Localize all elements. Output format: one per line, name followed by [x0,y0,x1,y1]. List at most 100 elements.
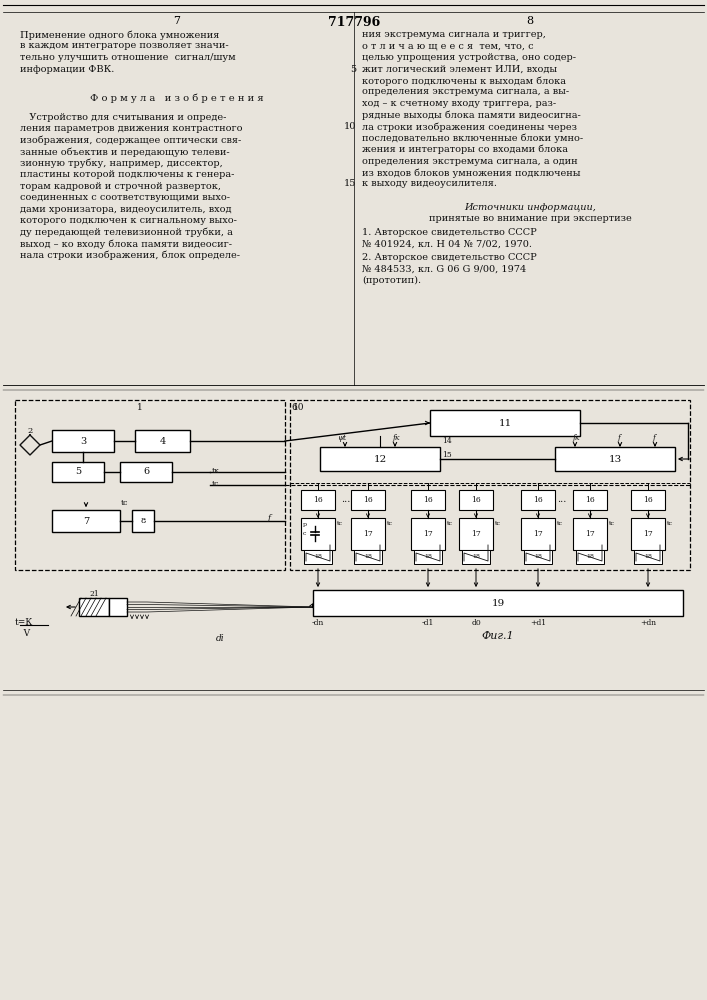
Text: 5: 5 [350,64,356,74]
Text: 18: 18 [364,554,372,560]
Bar [576,550,604,564]
Bar [631,518,665,550]
Text: 7: 7 [83,516,89,526]
Text: 8: 8 [527,16,534,26]
Text: 18: 18 [472,554,480,560]
Text: 19: 19 [491,598,505,607]
Text: 17: 17 [363,530,373,538]
Bar [631,490,665,510]
Text: 18: 18 [314,554,322,560]
Text: которого подключены к выходам блока: которого подключены к выходам блока [362,76,566,86]
Bar [304,550,332,564]
Text: 8: 8 [140,517,146,525]
Text: Устройство для считывания и опреде-: Устройство для считывания и опреде- [20,113,226,122]
Bar [521,518,555,550]
Text: 2. Авторское свидетельство СССР: 2. Авторское свидетельство СССР [362,253,537,262]
Bar [411,490,445,510]
Text: 5: 5 [75,468,81,477]
Text: рядные выходы блока памяти видеосигна-: рядные выходы блока памяти видеосигна- [362,110,580,120]
Text: 17: 17 [471,530,481,538]
Text: 14: 14 [442,437,452,445]
Text: зионную трубку, например, диссектор,: зионную трубку, например, диссектор, [20,159,223,168]
Text: 15: 15 [344,180,356,188]
Text: +dn: +dn [640,619,656,627]
Text: целью упрощения устройства, оно содер-: целью упрощения устройства, оно содер- [362,53,576,62]
Text: 17: 17 [585,530,595,538]
Bar [79,598,109,616]
Text: информации ФВК.: информации ФВК. [20,64,115,74]
Text: 17: 17 [643,530,653,538]
Text: 7: 7 [173,16,180,26]
Text: ...: ... [341,495,351,504]
Text: tc: tc [609,521,615,526]
Text: ψt: ψt [337,434,346,442]
Text: жения и интеграторы со входами блока: жения и интеграторы со входами блока [362,145,568,154]
Text: 2: 2 [28,427,33,435]
Text: выход – ко входу блока памяти видеосиг-: выход – ко входу блока памяти видеосиг- [20,239,232,249]
Bar [351,518,385,550]
Text: из входов блоков умножения подключены: из входов блоков умножения подключены [362,168,580,178]
Bar [135,430,190,452]
Text: 4: 4 [159,436,165,446]
Text: d0: d0 [471,619,481,627]
Text: определения экстремума сигнала, а вы-: определения экстремума сигнала, а вы- [362,88,569,97]
Text: 16: 16 [471,496,481,504]
Text: tc: tc [557,521,563,526]
Bar [573,518,607,550]
Bar [351,490,385,510]
Text: tc: tc [337,521,343,526]
Text: 18: 18 [424,554,432,560]
Text: +d1: +d1 [530,619,546,627]
Bar [634,550,662,564]
Text: р: р [303,522,307,527]
Text: ния экстремума сигнала и триггер,: ния экстремума сигнала и триггер, [362,30,546,39]
Text: tк: tк [212,467,220,475]
Bar [555,447,675,471]
Text: V: V [15,629,30,638]
Text: 6: 6 [291,403,297,412]
Text: 16: 16 [313,496,323,504]
Bar [354,550,382,564]
Text: 13: 13 [609,454,621,464]
Bar [462,550,490,564]
Text: ход – к счетному входу триггера, раз-: ход – к счетному входу триггера, раз- [362,99,556,108]
Text: f: f [652,434,655,442]
Text: tc: tc [447,521,453,526]
Bar [411,518,445,550]
Bar [459,518,493,550]
Text: tc: tc [212,480,219,488]
Bar [320,447,440,471]
Text: 12: 12 [373,454,387,464]
Text: Применение одного блока умножения: Применение одного блока умножения [20,30,219,39]
Text: № 484533, кл. G 06 G 9/00, 1974: № 484533, кл. G 06 G 9/00, 1974 [362,265,526,274]
Text: 16: 16 [643,496,653,504]
Bar [430,410,580,436]
Bar [120,462,172,482]
Bar [301,490,335,510]
Text: нала строки изображения, блок определе-: нала строки изображения, блок определе- [20,251,240,260]
Text: ла строки изображения соединены через: ла строки изображения соединены через [362,122,577,131]
Text: fк: fк [392,434,399,442]
Text: пластины которой подключены к генера-: пластины которой подключены к генера- [20,170,235,179]
Bar [52,462,104,482]
Text: 3: 3 [80,436,86,446]
Text: Фиг.1: Фиг.1 [481,631,514,641]
Text: f: f [617,434,620,442]
Bar [52,430,114,452]
Text: tc: tc [667,521,673,526]
Text: ...: ... [557,495,567,504]
Bar [313,590,683,616]
Bar [15,400,285,570]
Text: которого подключен к сигнальному выхо-: которого подключен к сигнальному выхо- [20,216,237,225]
Text: к выходу видеоусилителя.: к выходу видеоусилителя. [362,180,497,188]
Text: в каждом интеграторе позволяет значи-: в каждом интеграторе позволяет значи- [20,41,228,50]
Text: жит логический элемент ИЛИ, входы: жит логический элемент ИЛИ, входы [362,64,557,74]
Bar [109,598,127,616]
Text: 16: 16 [533,496,543,504]
Text: № 401924, кл. Н 04 № 7/02, 1970.: № 401924, кл. Н 04 № 7/02, 1970. [362,239,532,248]
Text: тельно улучшить отношение  сигнал/шум: тельно улучшить отношение сигнал/шум [20,53,235,62]
Text: f: f [268,514,271,522]
Text: 717796: 717796 [328,16,380,29]
Text: Источники информации,: Источники информации, [464,202,596,212]
Text: последовательно включенные блоки умно-: последовательно включенные блоки умно- [362,133,583,143]
